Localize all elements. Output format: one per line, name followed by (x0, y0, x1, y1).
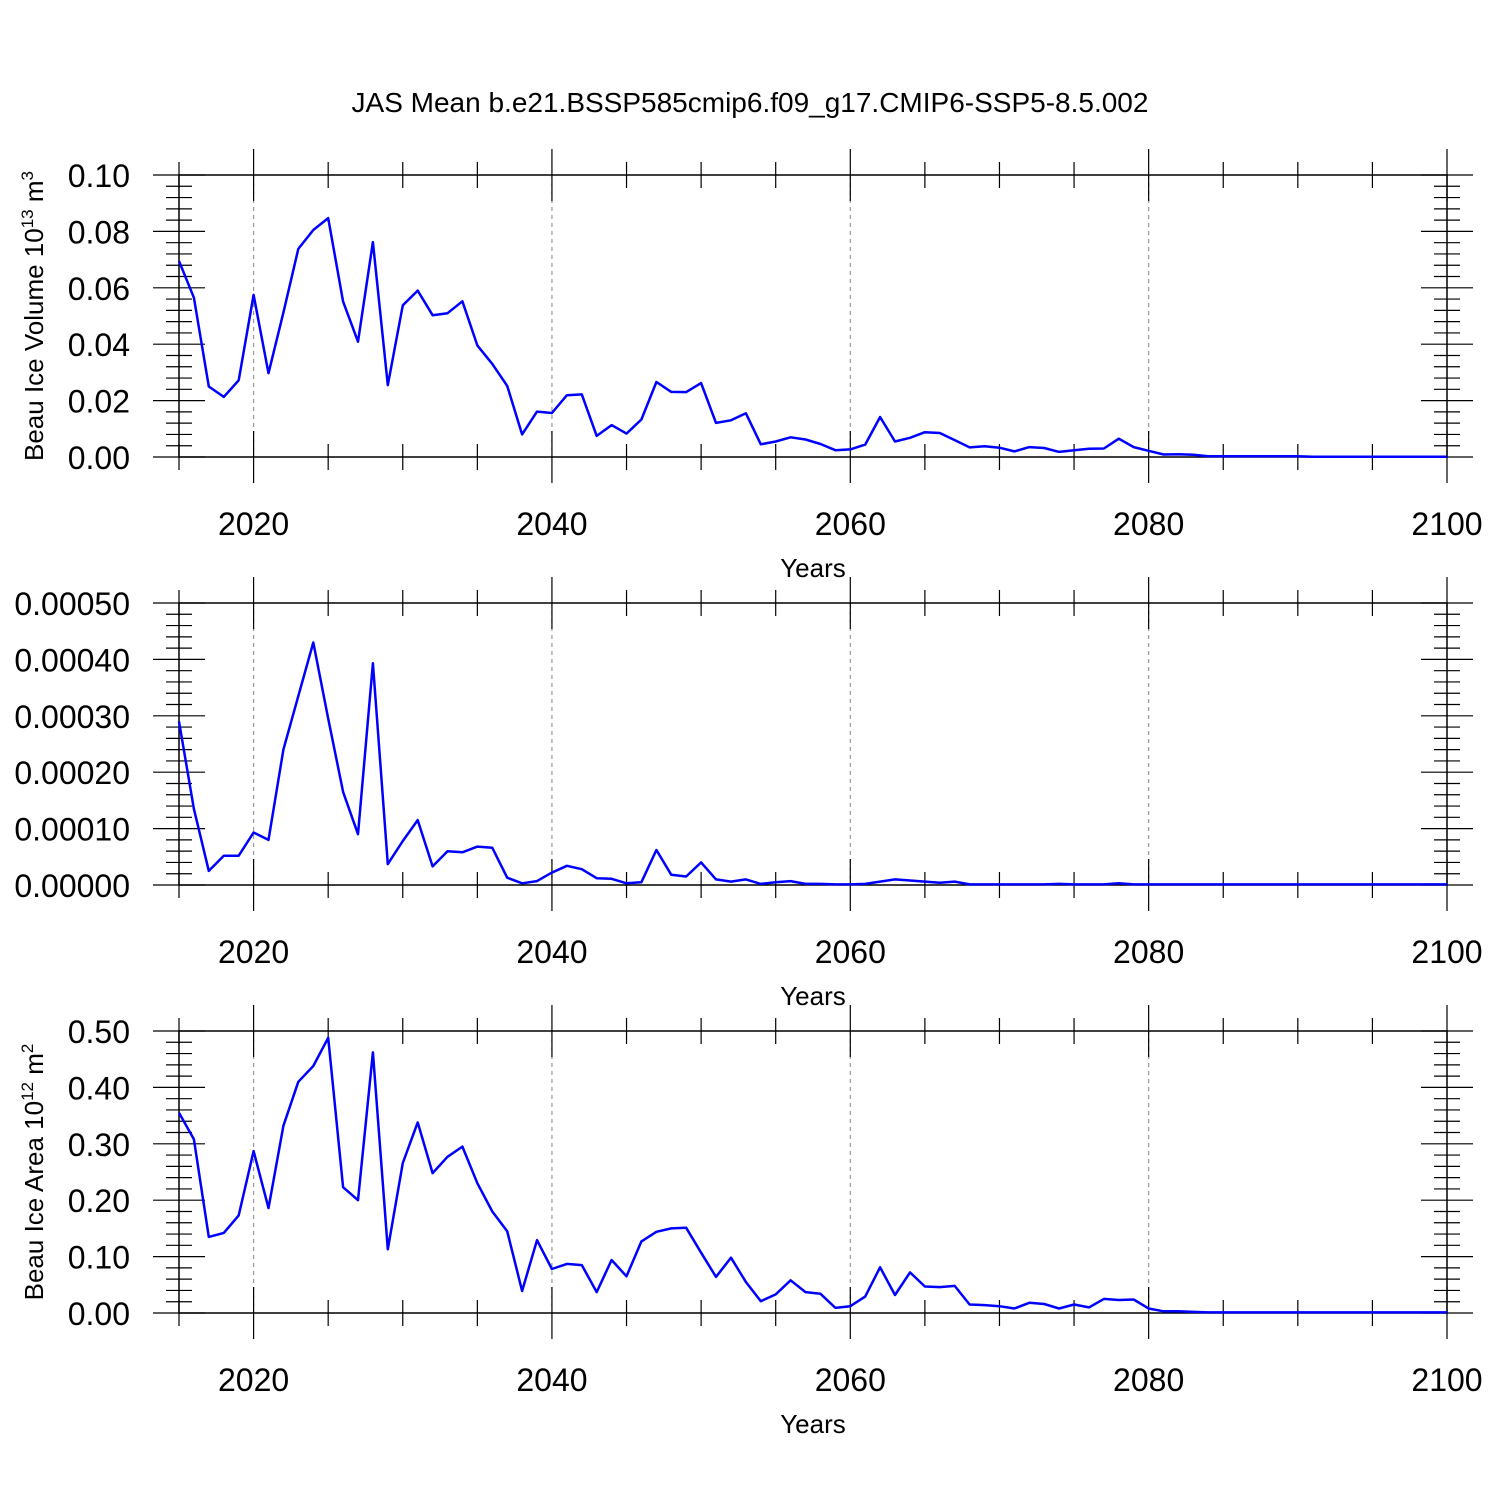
chart-panel-2: 0.00000 0.00010 0.00020 0.00030 0.00040 0.000… (14, 577, 1483, 1011)
y-tick-label: 0.08 (68, 214, 130, 250)
series-line-1 (177, 1036, 1447, 1314)
x-tick-label: 2080 (1113, 506, 1184, 542)
x-tick-label: 2080 (1113, 934, 1184, 970)
chart-panel-1: 0.00 0.02 0.04 0.06 0.08 0.10 2020 2040 2060 2080… (18, 149, 1483, 583)
x-tick-label: 2080 (1113, 1362, 1184, 1398)
y-tick-label: 0.02 (68, 384, 130, 420)
y-tick-label: 0.00040 (14, 642, 130, 678)
y-tick-label: 0.50 (68, 1014, 130, 1050)
y-axis-label-text: Beau Ice Area 10 (19, 1101, 49, 1300)
x-axis-label: Years (780, 553, 846, 583)
y-tick-label: 0.10 (68, 1240, 130, 1276)
y-axis-label-superscript: 3 (18, 171, 37, 180)
x-tick-label: 2100 (1411, 934, 1482, 970)
chart-panel-3: 0.00 0.10 0.20 0.30 0.40 0.50 2020 2040 2060 2080… (18, 1005, 1483, 1439)
x-tick-label: 2060 (815, 1362, 886, 1398)
y-tick-label: 0.00050 (14, 586, 130, 622)
x-tick-label: 2100 (1411, 1362, 1482, 1398)
plot-frame (178, 602, 1448, 886)
series-line-1 (177, 216, 1447, 458)
x-tick-label: 2060 (815, 934, 886, 970)
x-tick-label: 2040 (516, 934, 587, 970)
y-tick-label: 0.04 (68, 327, 130, 363)
y-axis-label: Beau Ice Area 1012 m2 (18, 1044, 49, 1301)
y-axis-label: Beau Ice Volume 1013 m3 (18, 171, 49, 461)
y-tick-label: 0.00000 (14, 868, 130, 904)
y-tick-label: 0.00030 (14, 699, 130, 735)
figure-title: JAS Mean b.e21.BSSP585cmip6.f09_g17.CMIP… (352, 87, 1149, 118)
y-tick-label: 0.20 (68, 1183, 130, 1219)
y-axis-label-superscript: 12 (18, 1082, 37, 1101)
x-tick-label: 2060 (815, 506, 886, 542)
x-tick-label: 2040 (516, 1362, 587, 1398)
x-tick-label: 2020 (218, 934, 289, 970)
y-tick-label: 0.00 (68, 440, 130, 476)
y-axis-label-text: m (19, 180, 49, 209)
x-tick-label: 2040 (516, 506, 587, 542)
y-tick-label: 0.30 (68, 1127, 130, 1163)
series-line-1 (177, 641, 1447, 886)
x-tick-label: 2020 (218, 1362, 289, 1398)
plot-frame (178, 1030, 1448, 1314)
y-tick-label: 0.06 (68, 271, 130, 307)
y-tick-label: 0.10 (68, 158, 130, 194)
y-tick-label: 0.00010 (14, 812, 130, 848)
y-tick-label: 0.00 (68, 1296, 130, 1332)
plot-frame (178, 174, 1448, 458)
y-axis-label-text: Beau Ice Volume 10 (19, 228, 49, 461)
x-axis-label: Years (780, 1409, 846, 1439)
y-tick-label: 0.00020 (14, 755, 130, 791)
x-axis-label: Years (780, 981, 846, 1011)
x-tick-label: 2020 (218, 506, 289, 542)
y-axis-label-text: m (19, 1053, 49, 1082)
y-tick-label: 0.40 (68, 1070, 130, 1106)
x-tick-label: 2100 (1411, 506, 1482, 542)
y-axis-label-superscript: 2 (18, 1044, 37, 1053)
y-axis-label-superscript: 13 (18, 209, 37, 228)
